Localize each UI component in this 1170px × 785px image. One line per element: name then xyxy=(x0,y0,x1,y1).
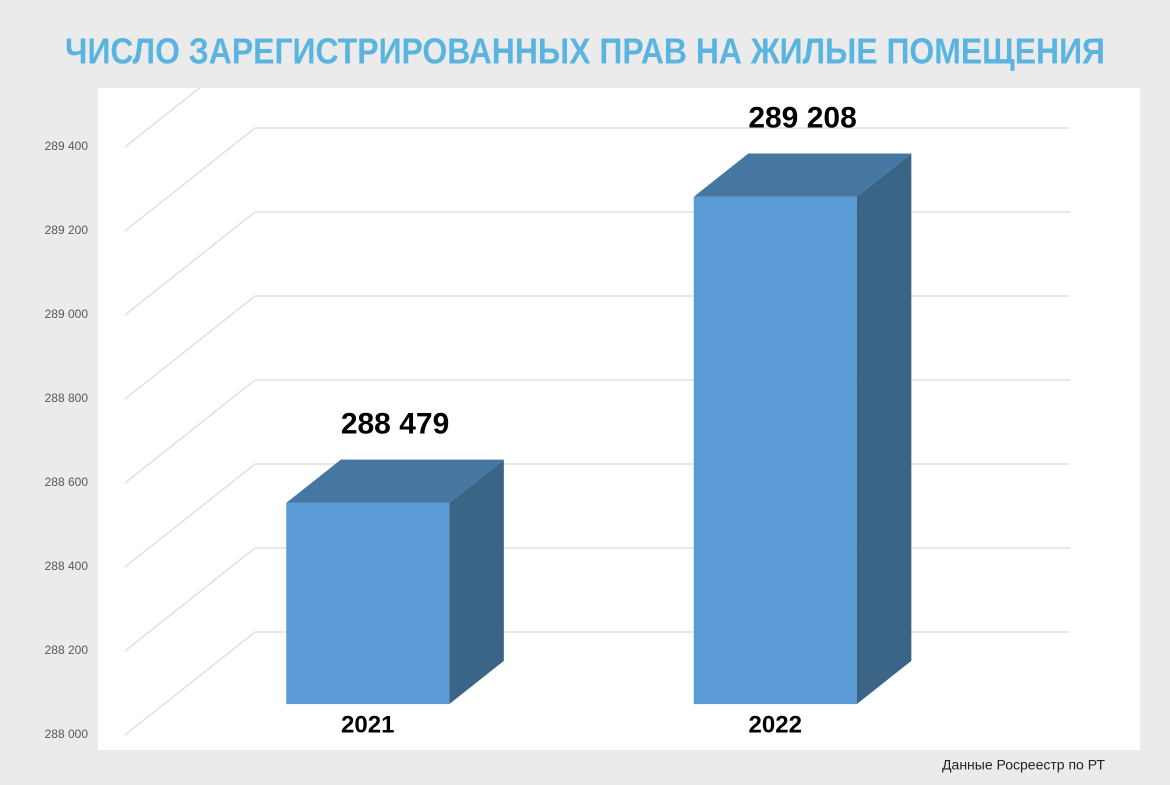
y-tick-label: 288 000 xyxy=(45,727,89,741)
y-tick-label: 288 400 xyxy=(45,559,89,573)
source-note: Данные Росреестр по РТ xyxy=(942,757,1105,773)
grid-line xyxy=(124,295,256,400)
plot-area xyxy=(98,88,1140,750)
y-tick-label: 288 800 xyxy=(45,391,89,405)
y-tick-label: 289 200 xyxy=(45,223,89,237)
grid-line xyxy=(124,463,256,568)
grid-line xyxy=(124,547,256,652)
bars: 288 479 2021 289 208 2022 xyxy=(286,101,912,738)
bar-front xyxy=(286,502,450,705)
y-tick-label: 289 400 xyxy=(45,139,89,153)
bar-side xyxy=(449,459,504,705)
x-tick-label: 2021 xyxy=(341,711,394,738)
grid-line xyxy=(124,631,256,736)
y-tick-label: 288 200 xyxy=(45,643,89,657)
grid xyxy=(124,88,1070,736)
grid-line xyxy=(124,211,256,316)
y-tick-label: 288 600 xyxy=(45,475,89,489)
x-tick-label: 2022 xyxy=(749,711,802,738)
data-label: 289 208 xyxy=(748,101,856,134)
bar-side xyxy=(856,153,912,705)
bar-top xyxy=(286,459,504,503)
bar-front xyxy=(693,196,857,705)
bar-top xyxy=(693,153,912,197)
grid-line xyxy=(124,127,256,232)
data-label: 288 479 xyxy=(341,408,449,441)
grid-line xyxy=(124,88,201,148)
y-tick-label: 289 000 xyxy=(45,307,89,321)
grid-line xyxy=(124,379,256,484)
chart-title: ЧИСЛО ЗАРЕГИСТРИРОВАННЫХ ПРАВ НА ЖИЛЫЕ П… xyxy=(65,31,1105,72)
